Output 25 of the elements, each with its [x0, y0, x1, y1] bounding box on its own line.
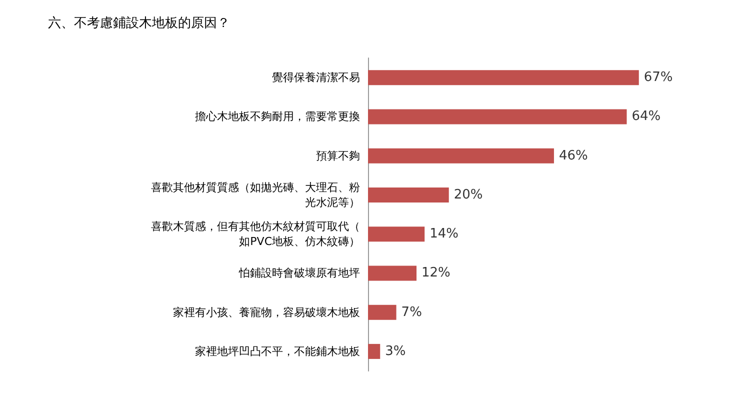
data-label: 14%: [430, 226, 459, 242]
bar: [368, 187, 449, 202]
y-tick-label: 家裡地坪凹凸不平，不能鋪木地板: [195, 344, 360, 358]
bar: [368, 148, 554, 164]
bar: [368, 304, 396, 320]
data-label: 12%: [422, 266, 450, 281]
y-tick-label: 喜歡木質感，但有其他仿木紋材質可取代（如PVC地板、仿木紋磚）: [151, 220, 360, 248]
y-tick-label: 覺得保養清潔不易: [272, 71, 360, 84]
bar: [368, 109, 627, 124]
y-tick-label: 怕鋪設時會破壞原有地坪: [238, 266, 360, 280]
data-label: 46%: [558, 148, 588, 164]
data-label: 64%: [632, 109, 661, 124]
bar: [368, 70, 639, 86]
y-tick-label: 喜歡其他材質質感（如拋光磚、大理石、粉光水泥等）: [151, 180, 360, 209]
data-label: 3%: [385, 344, 406, 359]
text: 六、不考慮鋪設木地板的原因？: [48, 16, 230, 31]
bar: [368, 266, 417, 281]
y-tick-label: 預算不夠: [316, 149, 360, 162]
y-tick-label: 擔心木地板不夠耐用，需要常更換: [195, 110, 360, 124]
y-tick-label: 家裡有小孩、養寵物，容易破壞木地板: [173, 306, 360, 319]
bar: [368, 226, 425, 242]
data-label: 20%: [454, 187, 483, 202]
data-label: 7%: [401, 304, 422, 320]
data-label: 67%: [644, 70, 673, 86]
bar: [368, 344, 380, 359]
